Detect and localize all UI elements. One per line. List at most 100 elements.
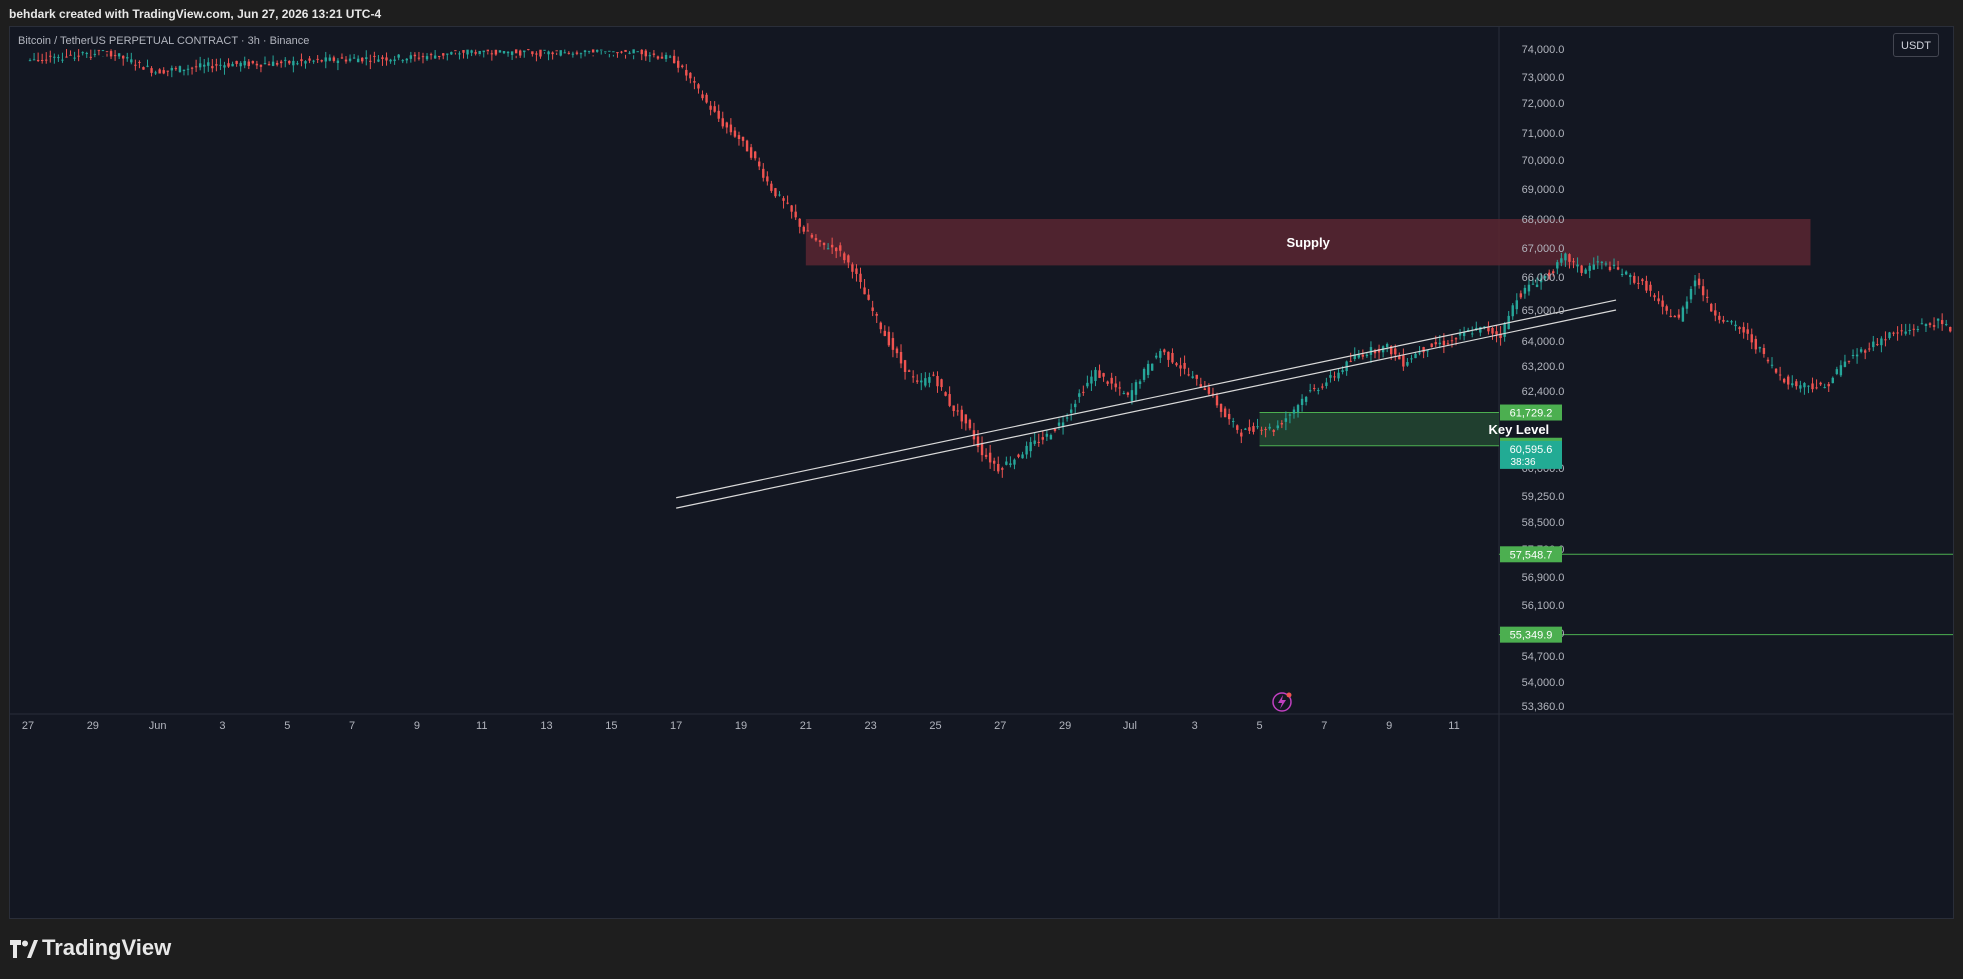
candle-body <box>243 61 246 66</box>
candle-body <box>1390 346 1393 355</box>
candle-body <box>1163 349 1166 353</box>
candle-body <box>1329 375 1332 378</box>
candle-body <box>1936 318 1940 321</box>
x-tick-label: 5 <box>284 720 290 732</box>
candle-body <box>1126 392 1130 395</box>
candle-body <box>1770 364 1774 366</box>
candle-body <box>1069 409 1073 413</box>
candle-body <box>328 57 332 61</box>
candle-body <box>1624 271 1628 275</box>
candle-body <box>1260 429 1263 431</box>
candle-body <box>1564 253 1567 261</box>
candle-body <box>814 238 818 241</box>
candle-body <box>519 50 522 56</box>
candle-body <box>1041 437 1045 440</box>
candle-body <box>895 348 899 354</box>
candle-body <box>1945 324 1948 326</box>
candle-body <box>579 53 583 55</box>
candle-body <box>1313 388 1316 390</box>
x-tick-label: 13 <box>540 720 552 732</box>
y-tick-label: 65,000.0 <box>1522 305 1565 317</box>
candle-body <box>879 322 882 330</box>
candle-body <box>166 70 169 72</box>
x-tick-label: 21 <box>800 720 812 732</box>
candle-body <box>1134 382 1138 395</box>
candle-body <box>818 240 822 242</box>
candle-body <box>203 64 206 67</box>
y-tick-label: 72,000.0 <box>1522 98 1565 110</box>
candle-body <box>608 50 611 52</box>
candle-body <box>1049 435 1053 440</box>
candle-body <box>822 242 826 246</box>
candle-body <box>69 54 72 56</box>
candle-body <box>855 268 858 274</box>
candle-body <box>186 68 190 70</box>
candle-body <box>1171 352 1174 363</box>
candle-body <box>207 62 210 66</box>
candle-body <box>373 55 376 57</box>
y-tick-label: 56,100.0 <box>1522 600 1565 612</box>
candle-body <box>843 253 846 261</box>
candle-body <box>1195 374 1198 379</box>
candle-body <box>1795 381 1798 387</box>
candle-body <box>1454 338 1458 340</box>
candle-body <box>1471 333 1474 335</box>
currency-button[interactable]: USDT <box>1893 33 1939 57</box>
candle-body <box>628 52 631 54</box>
x-tick-label: 15 <box>605 720 617 732</box>
candle-body <box>721 118 724 127</box>
candle-body <box>1669 315 1672 318</box>
candle-body <box>1487 326 1490 332</box>
candle-body <box>604 51 607 53</box>
candle-body <box>1090 376 1093 384</box>
candle-body <box>1074 403 1077 408</box>
candle-body <box>429 54 433 56</box>
candle-body <box>563 52 566 54</box>
candle-body <box>1304 396 1308 402</box>
candle-body <box>223 65 226 68</box>
candle-body <box>948 394 951 406</box>
candle-body <box>916 380 919 382</box>
candle-body <box>1637 282 1640 284</box>
candle-body <box>231 63 234 67</box>
candle-body <box>762 168 765 178</box>
candle-body <box>677 60 680 68</box>
candle-body <box>1207 387 1211 394</box>
candle-body <box>875 313 878 316</box>
candle-body <box>648 55 652 57</box>
candle-body <box>1799 385 1802 389</box>
candle-body <box>1373 350 1377 354</box>
candle-body <box>1608 266 1612 271</box>
candle-body <box>1896 332 1899 334</box>
candle-body <box>1442 340 1446 346</box>
candle-body <box>1920 323 1924 325</box>
candle-body <box>389 59 392 62</box>
candle-body <box>1710 303 1713 312</box>
x-tick-label: 19 <box>735 720 747 732</box>
candle-body <box>1491 327 1494 334</box>
candle-body <box>1150 363 1154 371</box>
candle-body <box>1758 347 1762 349</box>
x-tick-label: 3 <box>1192 720 1198 732</box>
candle-body <box>782 198 785 201</box>
candle-body <box>1025 445 1028 455</box>
candle-body <box>1300 398 1304 405</box>
candle-body <box>620 51 623 53</box>
candle-body <box>1001 468 1004 470</box>
candle-body <box>397 54 400 58</box>
candle-body <box>1495 331 1498 335</box>
candle-body <box>1349 360 1352 362</box>
candle-body <box>1426 350 1429 352</box>
candle-body <box>130 59 133 63</box>
candle-body <box>944 392 947 396</box>
candle-body <box>1264 429 1267 431</box>
candle-body <box>697 84 700 89</box>
x-tick-label: 11 <box>1448 720 1459 732</box>
candle-body <box>296 63 299 65</box>
candle-body <box>1884 339 1887 341</box>
candle-body <box>551 52 554 55</box>
candle-body <box>361 57 364 62</box>
candle-body <box>288 60 291 64</box>
